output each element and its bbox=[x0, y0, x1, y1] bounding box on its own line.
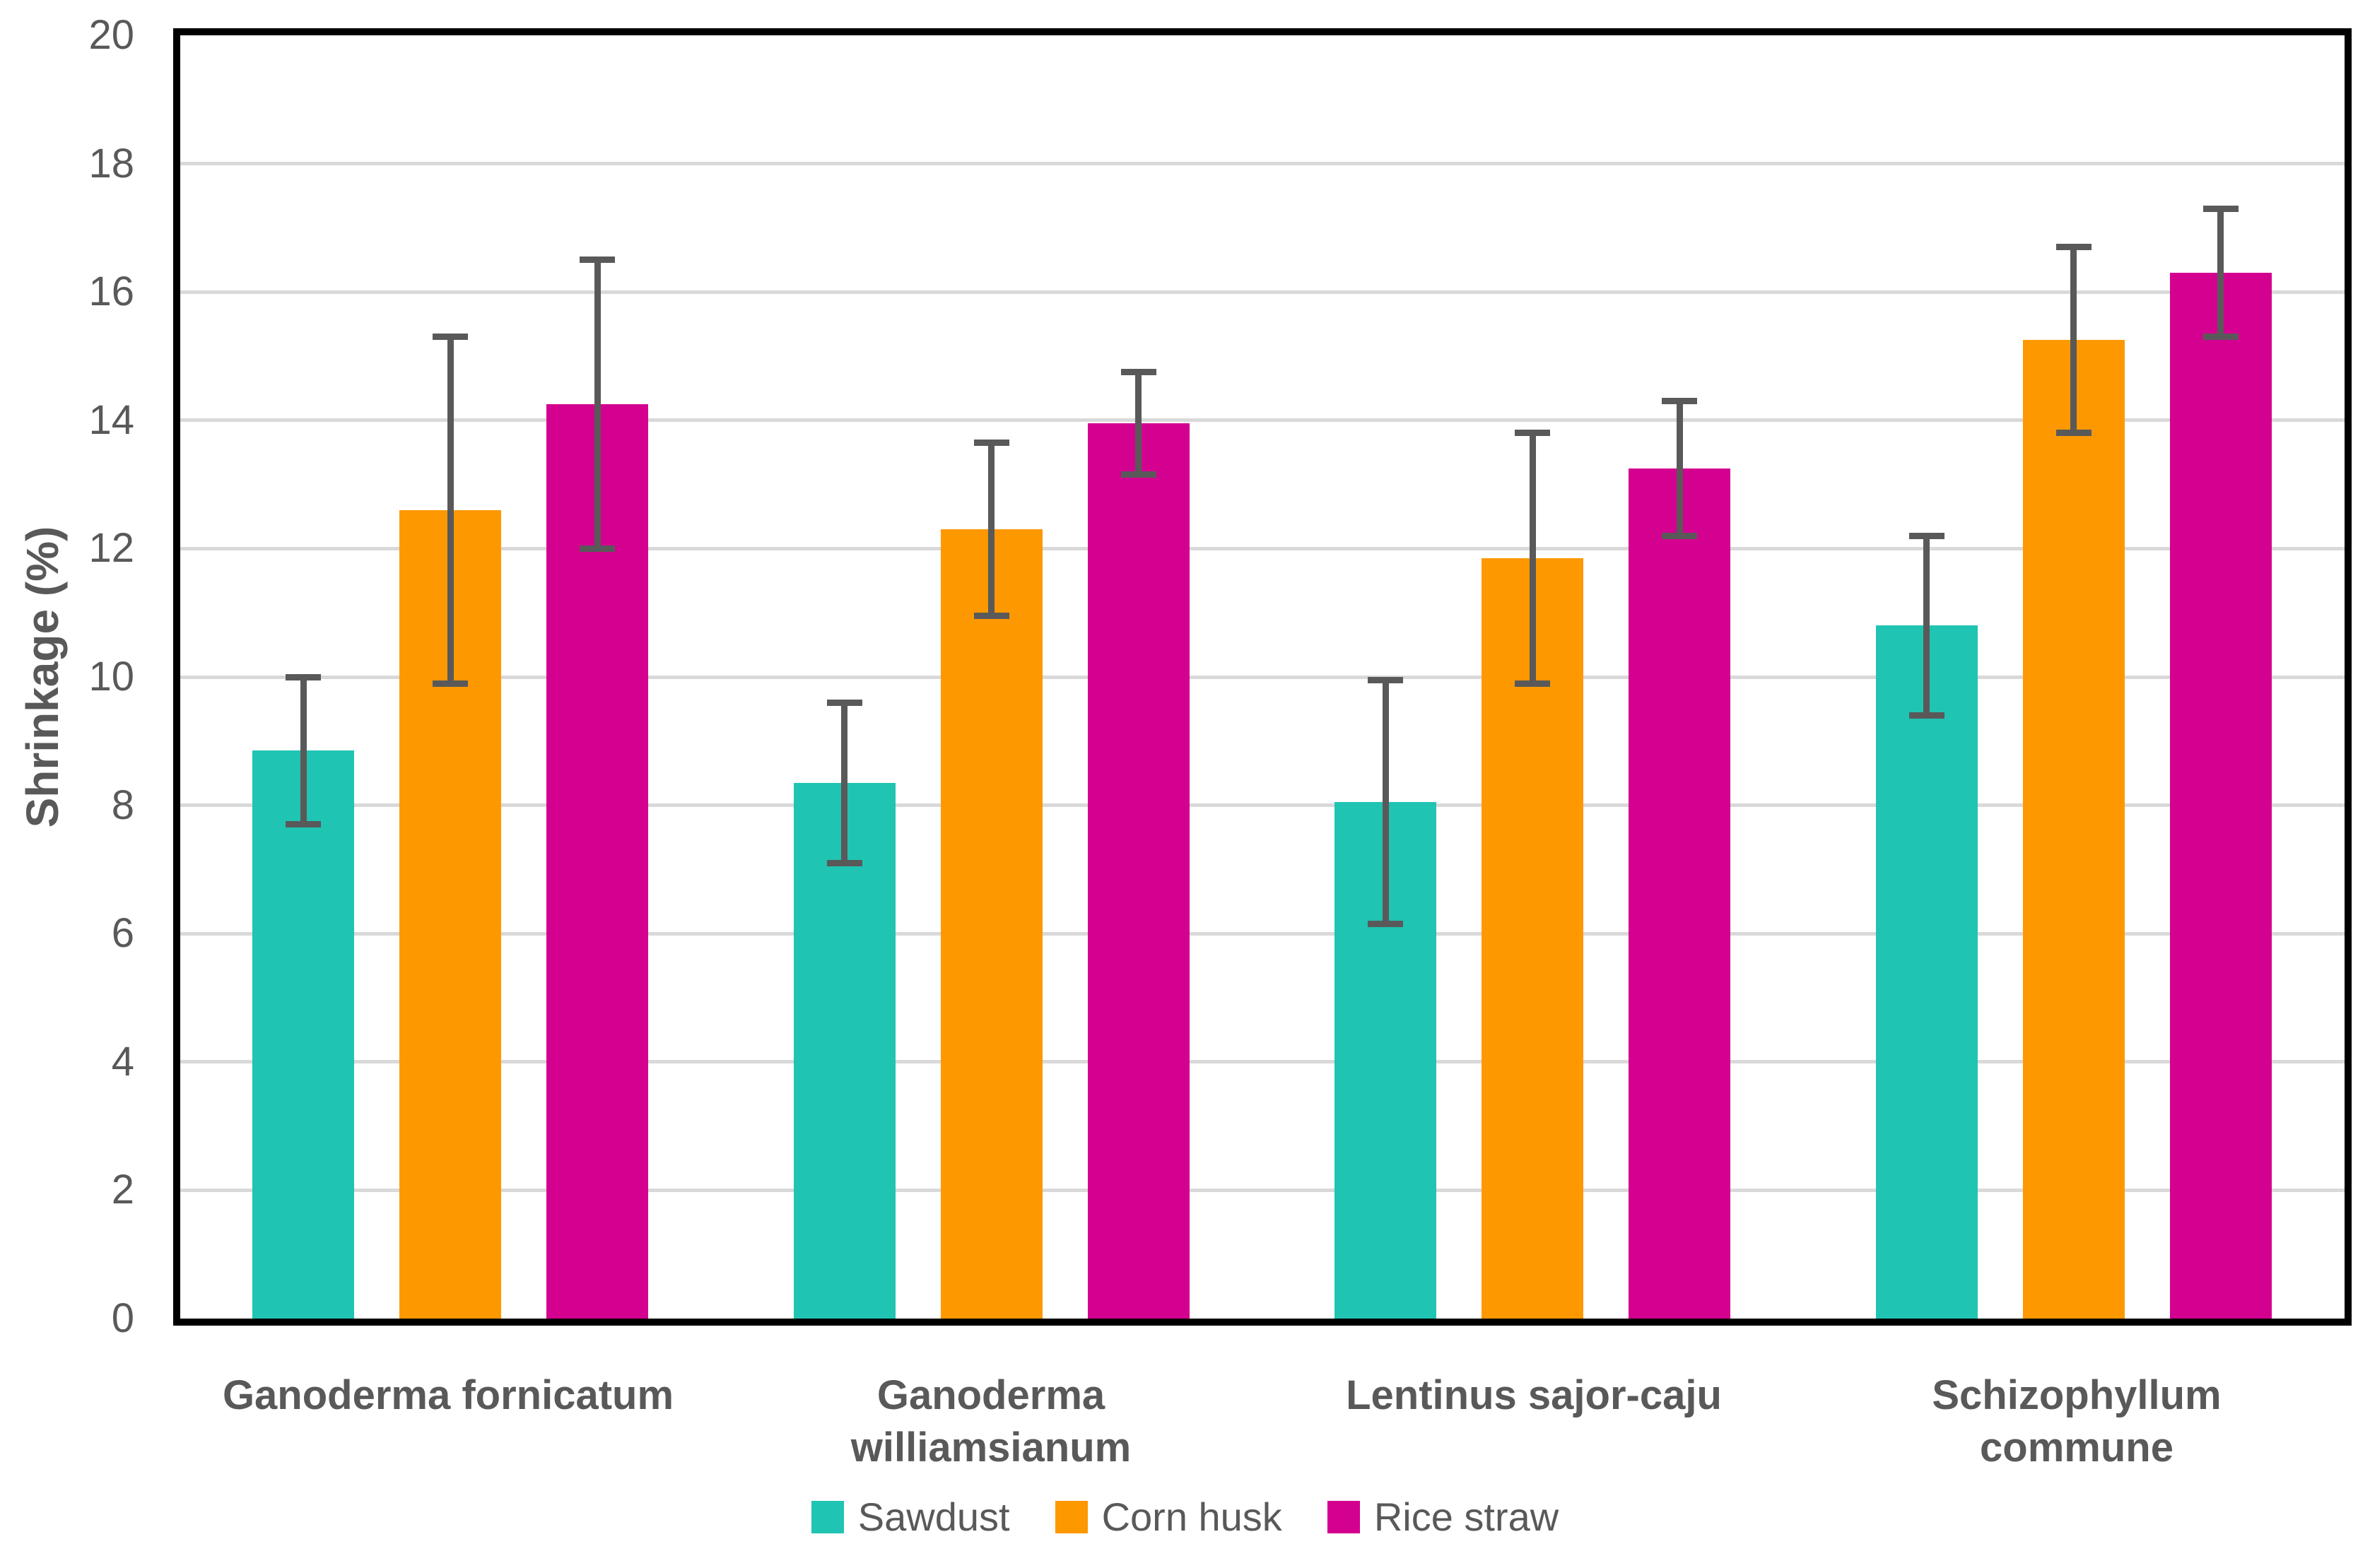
bar-group bbox=[1804, 35, 2345, 1319]
gridline bbox=[180, 1188, 2345, 1192]
gridline bbox=[180, 418, 2345, 423]
y-tick-label: 8 bbox=[111, 782, 134, 828]
bar bbox=[252, 750, 354, 1319]
bar bbox=[1875, 625, 1978, 1319]
y-tick-label: 0 bbox=[111, 1295, 134, 1341]
bar bbox=[793, 782, 896, 1319]
y-tick-label: 14 bbox=[88, 396, 134, 443]
error-bar-cap bbox=[826, 859, 862, 866]
error-bar-cap bbox=[1662, 398, 1697, 405]
bar-group bbox=[180, 35, 722, 1319]
error-bar-cap bbox=[2055, 244, 2092, 251]
plot-area bbox=[173, 28, 2352, 1326]
error-bar-cap bbox=[1120, 369, 1156, 376]
gridline bbox=[180, 546, 2345, 550]
error-bar-cap bbox=[1515, 430, 1550, 437]
legend-item: Corn husk bbox=[1055, 1492, 1282, 1542]
legend-item: Rice straw bbox=[1327, 1492, 1559, 1542]
error-bar-line bbox=[2217, 208, 2224, 337]
gridline bbox=[180, 803, 2345, 808]
error-bar-cap bbox=[973, 613, 1009, 620]
legend-label: Sawdust bbox=[857, 1495, 1010, 1539]
y-axis-tick-labels: 0 2 4 6 8 10 12 14 16 18 20 bbox=[0, 12, 145, 1341]
error-bar-cap bbox=[2055, 430, 2092, 437]
error-bar-line bbox=[1529, 432, 1536, 684]
legend-swatch-icon bbox=[1327, 1501, 1360, 1533]
error-bar-cap bbox=[580, 257, 615, 264]
error-bar-line bbox=[2070, 247, 2077, 433]
gridline bbox=[180, 675, 2345, 679]
gridline bbox=[180, 162, 2345, 166]
gridline bbox=[180, 931, 2345, 936]
bar bbox=[1087, 423, 1190, 1319]
error-bar-line bbox=[841, 702, 847, 863]
y-tick-label: 4 bbox=[111, 1038, 134, 1085]
error-bar-line bbox=[1135, 372, 1142, 475]
y-tick-label: 16 bbox=[88, 269, 134, 315]
error-bar-cap bbox=[826, 699, 862, 706]
gridline bbox=[180, 290, 2345, 294]
bar-group bbox=[1262, 35, 1804, 1319]
y-tick-label: 20 bbox=[88, 12, 134, 58]
error-bar-cap bbox=[2202, 334, 2239, 341]
bar-group bbox=[722, 35, 1263, 1319]
legend-item: Sawdust bbox=[811, 1492, 1010, 1542]
bar bbox=[2169, 272, 2272, 1319]
y-tick-label: 10 bbox=[88, 654, 134, 700]
legend-label: Rice straw bbox=[1373, 1495, 1559, 1539]
error-bar-cap bbox=[973, 440, 1009, 447]
error-bar-cap bbox=[580, 545, 615, 552]
error-bar-line bbox=[1923, 536, 1930, 716]
gridline bbox=[180, 1060, 2345, 1064]
error-bar-cap bbox=[1120, 471, 1156, 478]
error-bar-cap bbox=[1908, 532, 1944, 539]
error-bar-line bbox=[447, 336, 454, 684]
bar bbox=[1629, 468, 1730, 1319]
error-bar-cap bbox=[2202, 205, 2239, 212]
bar bbox=[2022, 340, 2125, 1319]
bar bbox=[546, 404, 648, 1319]
bar bbox=[940, 529, 1043, 1319]
x-category-label: Ganoderma fornicatum bbox=[222, 1372, 674, 1418]
error-bar-cap bbox=[1662, 532, 1697, 539]
legend: Sawdust Corn husk Rice straw bbox=[0, 1492, 2370, 1542]
error-bar-cap bbox=[1515, 680, 1550, 687]
error-bar-cap bbox=[286, 673, 321, 680]
error-bar-line bbox=[988, 442, 995, 616]
x-axis-category-labels: Ganoderma fornicatum Ganoderma williamsia… bbox=[177, 1369, 2348, 1474]
legend-label: Corn husk bbox=[1101, 1495, 1282, 1539]
x-category-label: Lentinus sajor-caju bbox=[1346, 1372, 1722, 1418]
error-bar-line bbox=[594, 259, 601, 549]
error-bar-cap bbox=[286, 821, 321, 828]
error-bar-cap bbox=[1368, 677, 1403, 684]
error-bar-cap bbox=[433, 680, 468, 687]
error-bar-line bbox=[300, 677, 307, 825]
legend-swatch-icon bbox=[1055, 1501, 1088, 1533]
y-tick-label: 18 bbox=[88, 140, 134, 187]
x-category-label: Schizophyllum commune bbox=[1932, 1372, 2222, 1470]
error-bar-cap bbox=[433, 334, 468, 341]
error-bar-cap bbox=[1368, 921, 1403, 928]
y-tick-label: 2 bbox=[111, 1167, 134, 1213]
y-tick-label: 12 bbox=[88, 525, 134, 572]
error-bar-line bbox=[1676, 401, 1683, 536]
error-bar-line bbox=[1382, 680, 1389, 924]
y-tick-label: 6 bbox=[111, 910, 134, 957]
legend-swatch-icon bbox=[811, 1501, 844, 1533]
error-bar-cap bbox=[1908, 712, 1944, 719]
x-category-label: Ganoderma williamsianum bbox=[850, 1372, 1132, 1470]
